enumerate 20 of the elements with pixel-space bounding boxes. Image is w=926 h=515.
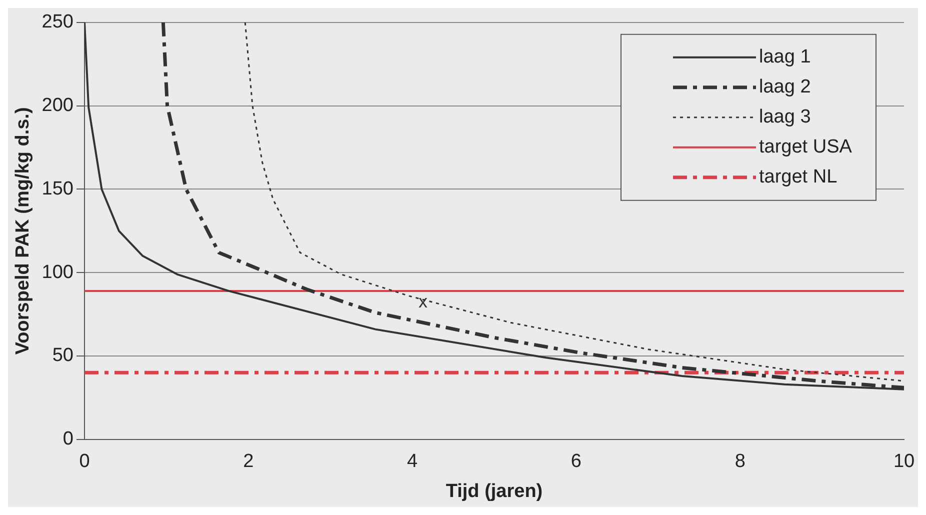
x-tick-label: 10 [893,451,915,472]
legend-label: target NL [759,166,838,188]
x-tick-label: 2 [243,451,254,472]
annotation: x [418,292,428,312]
legend-label: laag 2 [759,76,811,98]
x-tick-label: 8 [734,451,746,472]
x-tick-label: 4 [407,451,418,472]
x-tick-label: 0 [79,451,90,472]
legend-label: laag 3 [759,106,811,128]
y-tick-label: 150 [42,178,74,200]
y-tick-label: 250 [42,12,74,33]
y-tick-label: 100 [42,262,74,283]
x-tick-label: 6 [570,451,582,472]
y-axis-title: Voorspeld PAK (mg/kg d.s.) [12,107,34,355]
y-tick-label: 200 [42,95,74,116]
y-tick-label: 0 [62,428,74,450]
legend-label: target USA [759,136,852,158]
y-tick-label: 50 [52,345,74,366]
x-axis-title: Tijd (jaren) [446,480,543,502]
legend-label: laag 1 [759,46,811,68]
